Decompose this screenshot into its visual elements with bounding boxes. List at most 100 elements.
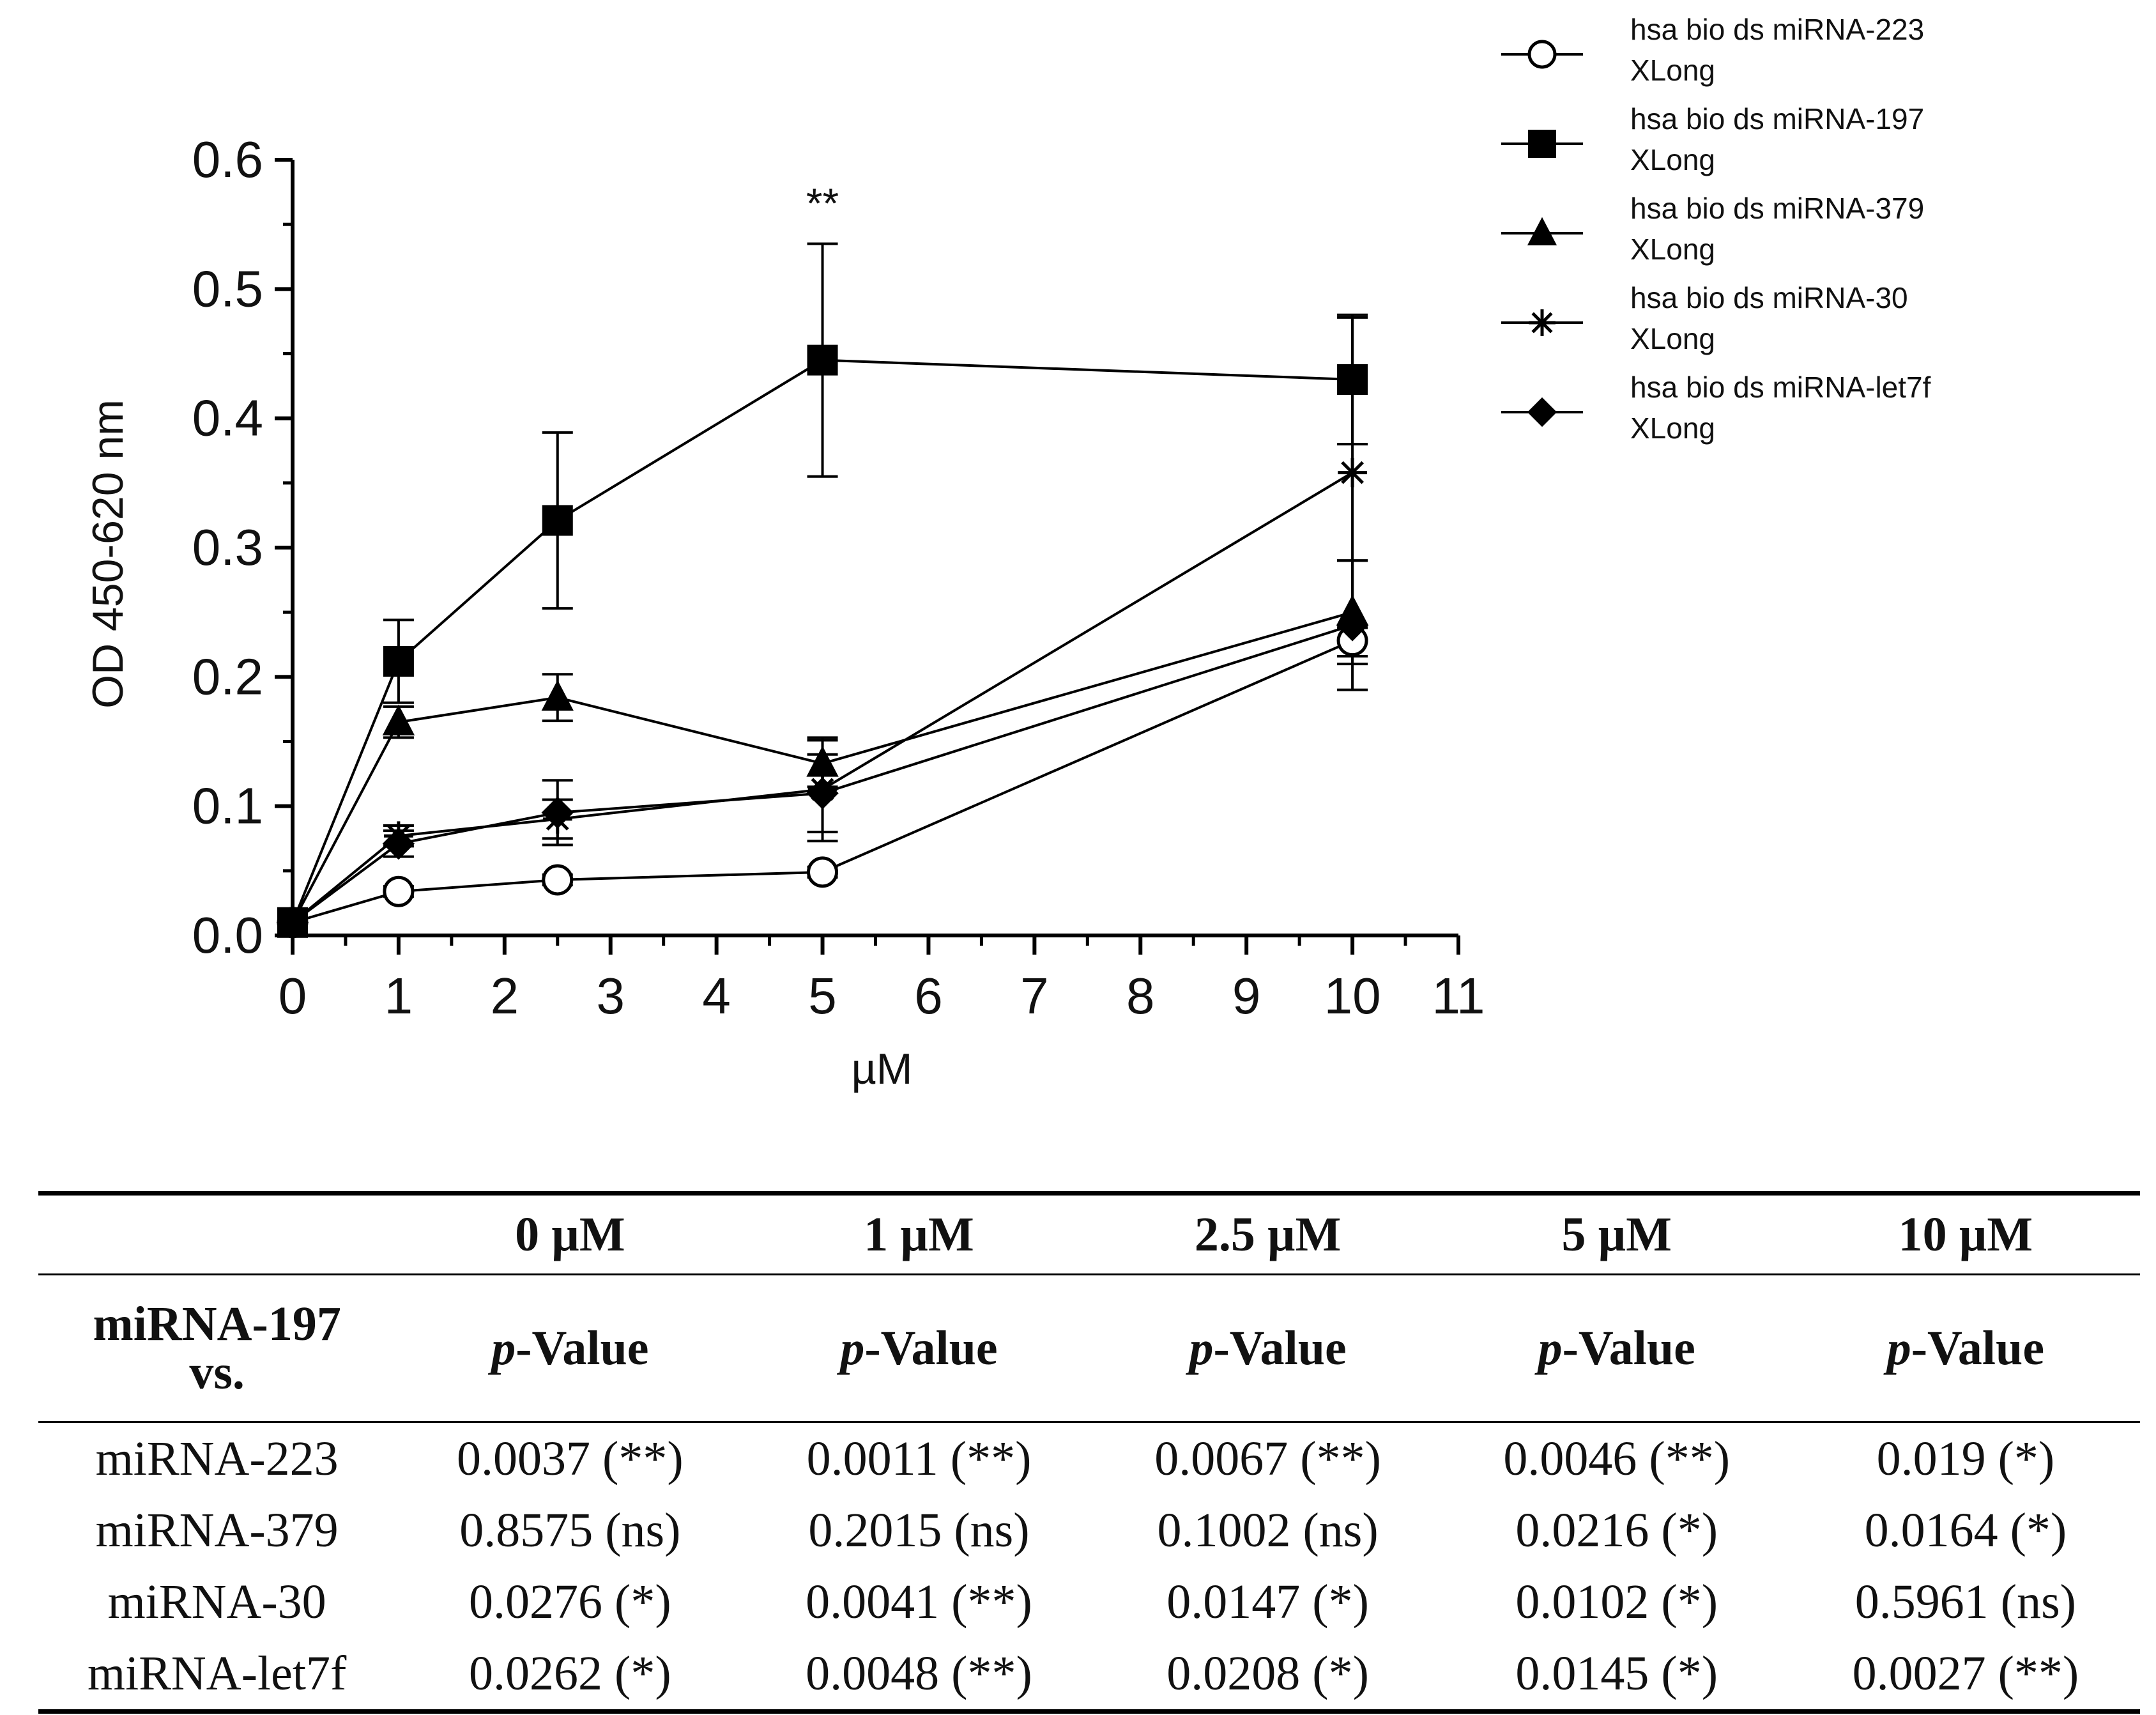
p-value-heading: p-Value	[1442, 1274, 1791, 1423]
legend-item: hsa bio ds miRNA-let7f XLong	[1501, 371, 1931, 445]
data-point-marker	[1527, 397, 1557, 427]
data-point-marker	[1528, 130, 1556, 158]
x-tick-label: 4	[702, 967, 731, 1024]
legend-item: hsa bio ds miRNA-197 XLong	[1501, 102, 1924, 176]
table-row: miRNA-let7f 0.0262 (*) 0.0048 (**) 0.020…	[38, 1638, 2140, 1714]
x-tick-label: 9	[1232, 967, 1261, 1024]
y-tick-label: 0.1	[192, 778, 263, 834]
asterisk-stroke	[1341, 461, 1364, 484]
data-point-marker	[1338, 458, 1367, 488]
table-cell: 0.1002 (ns)	[1157, 1504, 1379, 1557]
table-row: miRNA-379 0.8575 (ns) 0.2015 (ns) 0.1002…	[38, 1495, 2140, 1566]
data-point-marker	[1529, 309, 1556, 336]
line-chart: 0.0 0.1 0.2 0.3 0.4 0.5 0.6 0 1 2 3 4 5 6 7 8 9 10 11 µM OD …	[84, 13, 1931, 1093]
y-tick-label: 0.0	[192, 907, 263, 964]
x-tick-label: 1	[385, 967, 413, 1024]
table-cell: 0.019 (*)	[1876, 1432, 2055, 1486]
row-label: miRNA-379	[95, 1504, 339, 1557]
table-cell: 0.0164 (*)	[1864, 1504, 2067, 1557]
data-point-marker	[541, 796, 574, 829]
chart-axes: 0.0 0.1 0.2 0.3 0.4 0.5 0.6 0 1 2 3 4 5 6 7 8 9 10 11 µM OD …	[84, 131, 1485, 1093]
table-cell: 0.0011 (**)	[806, 1432, 1032, 1486]
header-0uM: 0 µM	[395, 1191, 745, 1275]
table-cell: 0.0102 (*)	[1515, 1575, 1718, 1629]
table-cell: 0.0208 (*)	[1093, 1638, 1442, 1714]
data-point-marker	[276, 906, 309, 939]
data-point-marker	[806, 777, 839, 810]
p-value-table-container: 0 µM 1 µM 2.5 µM 5 µM 10 µM miRNA-197 vs…	[38, 1191, 2140, 1714]
legend-item: hsa bio ds miRNA-379 XLong	[1501, 192, 1924, 266]
data-point-marker	[383, 646, 414, 677]
legend-label: hsa bio ds miRNA-let7f	[1630, 371, 1931, 404]
header-2-5uM: 2.5 µM	[1093, 1191, 1442, 1275]
header-10uM: 10 µM	[1791, 1191, 2140, 1275]
comparison-label-line2: vs.	[189, 1346, 245, 1399]
legend-label: hsa bio ds miRNA-197	[1630, 102, 1924, 135]
legend-item: hsa bio ds miRNA-223 XLong	[1501, 13, 1924, 87]
data-point-marker	[1527, 40, 1557, 69]
header-5uM: 5 µM	[1442, 1191, 1791, 1275]
x-tick-label: 3	[596, 967, 625, 1024]
data-point-marker	[542, 864, 574, 896]
table-cell: 0.8575 (ns)	[459, 1504, 681, 1557]
p-value-heading: p-Value	[1093, 1274, 1442, 1423]
table-cell: 0.0276 (*)	[469, 1575, 671, 1629]
legend-label: hsa bio ds miRNA-223	[1630, 13, 1924, 46]
data-point-marker	[383, 875, 415, 907]
legend-label-line2: XLong	[1630, 411, 1715, 445]
row-label: miRNA-let7f	[38, 1638, 396, 1714]
legend-label-line2: XLong	[1630, 322, 1715, 355]
y-tick-label: 0.6	[192, 131, 263, 188]
data-point-marker	[382, 704, 415, 735]
data-point-marker	[542, 505, 573, 536]
data-point-marker	[1337, 364, 1368, 395]
data-point-marker	[806, 746, 839, 777]
table-cell: 0.0145 (*)	[1442, 1638, 1791, 1714]
table-cell: 0.0046 (**)	[1503, 1432, 1731, 1486]
table-cell: 0.0037 (**)	[457, 1432, 684, 1486]
table-subheader-row: miRNA-197 vs. p-Value p-Value p-Value p-…	[38, 1274, 2140, 1423]
x-tick-label: 10	[1324, 967, 1381, 1024]
header-1uM: 1 µM	[744, 1191, 1094, 1275]
table-cell: 0.5961 (ns)	[1854, 1575, 2076, 1629]
legend-label-line2: XLong	[1630, 54, 1715, 87]
data-point-marker	[1336, 609, 1369, 642]
chart-series	[276, 242, 1369, 939]
row-label: miRNA-223	[95, 1432, 339, 1486]
table-cell: 0.2015 (ns)	[808, 1504, 1030, 1557]
table-cell: 0.0048 (**)	[744, 1638, 1094, 1714]
table-cell: 0.0027 (**)	[1791, 1638, 2140, 1714]
table-row: miRNA-30 0.0276 (*) 0.0041 (**) 0.0147 (…	[38, 1566, 2140, 1638]
table-header-row: 0 µM 1 µM 2.5 µM 5 µM 10 µM	[38, 1191, 2140, 1275]
x-tick-label: 7	[1020, 967, 1049, 1024]
p-value-table: 0 µM 1 µM 2.5 µM 5 µM 10 µM miRNA-197 vs…	[38, 1191, 2140, 1714]
data-point-marker	[1527, 217, 1557, 245]
y-axis-label: OD 450-620 nm	[84, 399, 132, 709]
table-cell: 0.0041 (**)	[806, 1575, 1032, 1629]
header-empty-cell	[38, 1191, 396, 1275]
data-point-marker	[541, 680, 574, 711]
row-label: miRNA-30	[107, 1575, 326, 1629]
significance-annotation: **	[806, 180, 839, 227]
data-point-marker	[807, 344, 838, 376]
y-tick-label: 0.3	[192, 519, 263, 576]
table-cell: 0.0262 (*)	[395, 1638, 745, 1714]
x-tick-label: 5	[808, 967, 837, 1024]
data-point-marker	[807, 856, 839, 888]
series-line	[291, 471, 1354, 924]
x-tick-label: 8	[1126, 967, 1155, 1024]
x-tick-label: 0	[279, 967, 307, 1024]
legend-item: hsa bio ds miRNA-30 XLong	[1501, 281, 1908, 355]
x-tick-label: 11	[1432, 967, 1485, 1024]
legend-label: hsa bio ds miRNA-30	[1630, 281, 1908, 314]
legend-label-line2: XLong	[1630, 143, 1715, 176]
y-tick-label: 0.5	[192, 260, 263, 317]
table-cell: 0.0147 (*)	[1166, 1575, 1369, 1629]
comparison-label: miRNA-197 vs.	[38, 1274, 396, 1423]
p-value-heading: p-Value	[744, 1274, 1094, 1423]
x-tick-label: 6	[914, 967, 943, 1024]
legend-label-line2: XLong	[1630, 233, 1715, 266]
series-markers-4	[276, 609, 1369, 939]
table-cell: 0.0067 (**)	[1154, 1432, 1381, 1486]
